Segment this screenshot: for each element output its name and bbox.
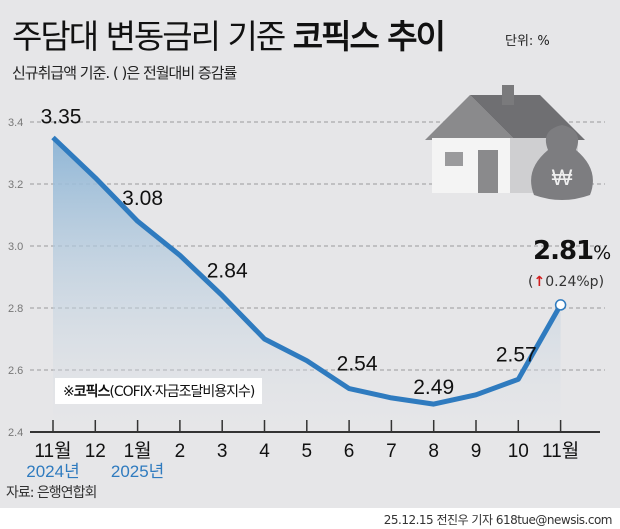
data-label: 2.49: [413, 376, 454, 399]
latest-change: (↑0.24%p): [528, 274, 605, 290]
y-tick-label: 3.4: [8, 117, 23, 129]
data-label: 2.54: [337, 353, 378, 376]
year-label: 2024년: [26, 462, 79, 481]
x-tick-label: 3: [217, 441, 228, 462]
data-point: [554, 299, 567, 311]
page-title: 주담대 변동금리 기준 코픽스 추이: [12, 10, 446, 58]
unit-label: 단위: %: [505, 34, 550, 49]
latest-value: 2.81%: [533, 236, 611, 266]
y-tick-label: 2.6: [8, 365, 23, 377]
x-tick-label: 7: [386, 441, 397, 462]
y-tick-label: 3.2: [8, 179, 23, 191]
year-label: 2025년: [111, 462, 164, 481]
data-label: 3.08: [122, 187, 163, 210]
area-fill: [53, 137, 561, 432]
x-tick-label: 2: [175, 441, 186, 462]
up-arrow-icon: ↑: [533, 274, 546, 290]
x-tick-label: 10: [508, 441, 529, 462]
y-tick-label: 3.0: [8, 241, 23, 253]
money-bag-icon: ₩: [531, 125, 593, 200]
x-tick-label: 9: [471, 441, 482, 462]
house-icon: [425, 85, 585, 193]
subtitle: 신규취급액 기준. ( )은 전월대비 증감률: [12, 64, 237, 82]
x-tick-label: 5: [302, 441, 313, 462]
source: 자료: 은행연합회: [6, 485, 97, 501]
data-label: 3.35: [41, 106, 82, 129]
cofix-note: ※코픽스(COFIX·자금조달비용지수): [55, 378, 263, 404]
data-label: 2.57: [496, 343, 537, 366]
x-tick-label: 4: [259, 441, 270, 462]
data-label: 2.84: [207, 260, 248, 283]
x-tick-label: 1월: [124, 440, 152, 462]
x-tick-label: 12: [85, 441, 106, 462]
x-tick-label: 8: [428, 441, 439, 462]
chart: 2.4 2.6 2.8 3.0 3.2 3.4 ₩ 11월 12 1월 2 3 4 5 6 7 8 9 10 11…: [8, 85, 605, 481]
series-line: [51, 135, 563, 407]
title-regular: 주담대 변동금리 기준: [12, 17, 293, 56]
y-tick-label: 2.4: [8, 427, 23, 439]
title-bold: 코픽스 추이: [292, 17, 446, 56]
svg-text:₩: ₩: [552, 165, 573, 190]
latest-unit: %: [593, 242, 611, 264]
x-tick-label: 11월: [34, 440, 71, 462]
x-tick-label: 6: [344, 441, 355, 462]
y-tick-label: 2.8: [8, 303, 23, 315]
x-tick-label: 11월: [542, 440, 579, 462]
credit: 25.12.15 전진우 기자 618tue@newsis.com: [383, 513, 613, 527]
latest-number: 2.81: [533, 236, 594, 266]
